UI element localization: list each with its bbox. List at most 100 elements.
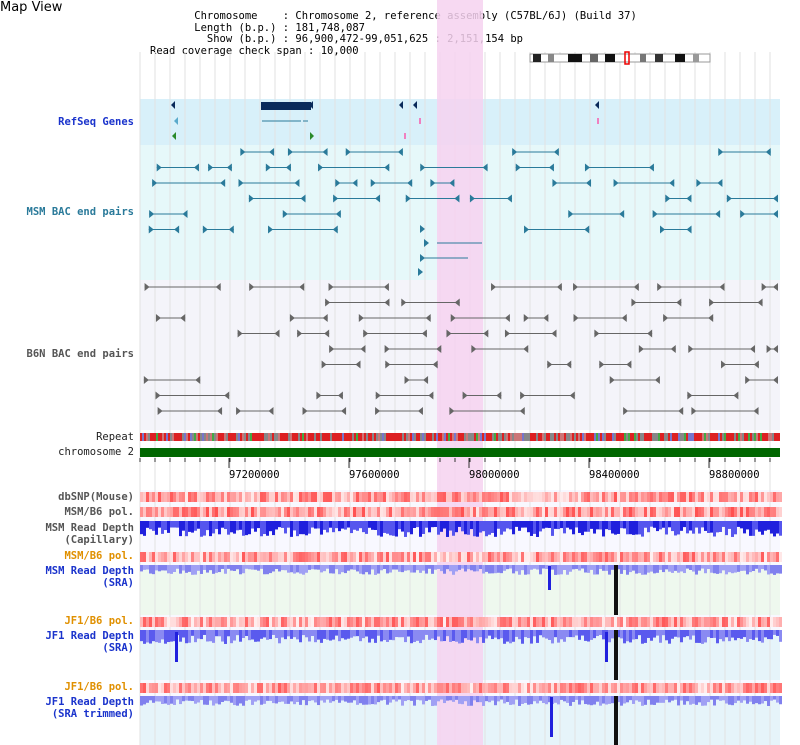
bac-end-marker <box>556 283 562 291</box>
repeat-segment <box>610 433 612 441</box>
repeat-segment <box>570 433 572 441</box>
polymorphism-cell <box>431 492 434 502</box>
read-depth-bar <box>341 630 344 639</box>
read-depth-bar <box>644 630 647 643</box>
polymorphism-cell <box>668 507 671 517</box>
bac-end-marker <box>182 210 188 218</box>
ideogram-band <box>568 54 582 62</box>
polymorphism-cell <box>683 617 686 627</box>
read-depth-bar <box>707 630 710 638</box>
polymorphism-cell <box>395 507 398 517</box>
refseq-genes-label[interactable]: RefSeq Genes <box>58 116 134 128</box>
read-depth-bar <box>617 630 620 638</box>
read-depth-bar <box>488 696 491 703</box>
polymorphism-cell <box>743 507 746 517</box>
polymorphism-cell <box>758 507 761 517</box>
polymorphism-cell <box>557 683 560 693</box>
polymorphism-cell <box>407 492 410 502</box>
polymorphism-cell <box>209 507 212 517</box>
polymorphism-cell <box>167 492 170 502</box>
polymorphism-cell <box>434 552 437 562</box>
polymorphism-cell <box>539 492 542 502</box>
repeat-segment <box>544 433 546 441</box>
read-depth-bar <box>617 696 620 703</box>
read-depth-bar <box>602 630 605 640</box>
read-depth-bar <box>695 521 698 528</box>
repeat-segment <box>342 433 344 441</box>
polymorphism-cell <box>494 492 497 502</box>
repeat-segment <box>278 433 280 441</box>
read-depth-bar <box>428 696 431 700</box>
read-depth-bar <box>413 696 416 706</box>
read-depth-bar <box>206 565 209 573</box>
polymorphism-cell <box>380 492 383 502</box>
read-depth-bar <box>692 521 695 534</box>
read-depth-bar <box>743 696 746 701</box>
repeat-segment <box>552 433 554 441</box>
polymorphism-cell <box>767 492 770 502</box>
bac-end-marker <box>446 329 452 338</box>
polymorphism-cell <box>692 507 695 517</box>
repeat-segment <box>558 433 560 441</box>
polymorphism-cell <box>689 507 692 517</box>
polymorphism-cell <box>410 683 413 693</box>
polymorphism-cell <box>584 683 587 693</box>
repeat-segment <box>238 433 240 441</box>
read-depth-bar <box>596 521 599 530</box>
msm-bac-label[interactable]: MSM BAC end pairs <box>26 206 134 218</box>
polymorphism-cell <box>284 617 287 627</box>
polymorphism-cell <box>740 683 743 693</box>
bac-end-marker <box>268 407 274 415</box>
read-depth-bar <box>590 565 593 570</box>
read-depth-bar <box>515 630 518 637</box>
read-depth-bar <box>536 630 539 643</box>
read-depth-bar <box>260 630 263 639</box>
read-depth-bar <box>482 521 485 532</box>
read-depth-bar <box>284 696 287 704</box>
polymorphism-cell <box>221 492 224 502</box>
polymorphism-cell <box>401 552 404 562</box>
polymorphism-cell <box>686 617 689 627</box>
repeat-segment <box>644 433 646 441</box>
repeat-segment <box>522 433 524 441</box>
read-depth-bar <box>536 565 539 570</box>
bac-end-marker <box>654 376 660 384</box>
read-depth-bar <box>461 696 464 705</box>
polymorphism-cell <box>170 492 173 502</box>
read-depth-bar <box>443 565 446 574</box>
polymorphism-cell <box>602 507 605 517</box>
read-depth-bar <box>233 521 236 534</box>
read-depth-bar <box>461 521 464 532</box>
repeat-segment <box>344 433 346 441</box>
polymorphism-cell <box>230 552 233 562</box>
polymorphism-cell <box>428 683 431 693</box>
read-depth-bar <box>647 630 650 638</box>
read-depth-bar <box>290 521 293 537</box>
polymorphism-cell <box>185 492 188 502</box>
repeat-segment <box>462 433 464 441</box>
polymorphism-cell <box>752 507 755 517</box>
read-depth-bar <box>155 630 158 643</box>
polymorphism-cell <box>176 683 179 693</box>
repeat-segment <box>222 433 224 441</box>
read-depth-bar <box>659 565 662 570</box>
polymorphism-cell <box>764 552 767 562</box>
polymorphism-cell <box>296 617 299 627</box>
b6n-bac-label[interactable]: B6N BAC end pairs <box>26 348 134 360</box>
read-depth-bar <box>245 630 248 637</box>
repeat-segment <box>368 433 370 441</box>
read-depth-bar <box>320 565 323 573</box>
read-depth-bar <box>191 630 194 636</box>
polymorphism-cell <box>692 683 695 693</box>
polymorphism-cell <box>653 492 656 502</box>
read-depth-bar <box>722 565 725 571</box>
polymorphism-cell <box>584 617 587 627</box>
read-depth-bar <box>623 630 626 644</box>
polymorphism-cell <box>671 492 674 502</box>
polymorphism-cell <box>560 683 563 693</box>
read-depth-bar <box>668 521 671 528</box>
polymorphism-cell <box>251 492 254 502</box>
refseq-gene-arrow <box>399 101 403 109</box>
polymorphism-cell <box>296 507 299 517</box>
